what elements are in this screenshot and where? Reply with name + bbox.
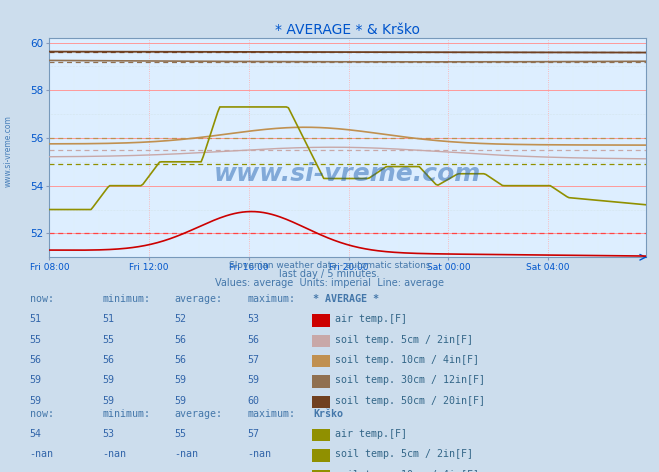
Text: -nan: -nan xyxy=(247,470,271,472)
Text: maximum:: maximum: xyxy=(247,294,295,304)
Text: 54: 54 xyxy=(30,429,42,439)
Text: 59: 59 xyxy=(30,396,42,405)
Text: 60: 60 xyxy=(247,396,259,405)
Text: 53: 53 xyxy=(102,429,114,439)
Text: -nan: -nan xyxy=(247,449,271,459)
Text: -nan: -nan xyxy=(175,449,198,459)
Text: 57: 57 xyxy=(247,355,259,365)
Text: 55: 55 xyxy=(102,335,114,345)
Text: average:: average: xyxy=(175,409,223,419)
Text: Slovenian weather data - automatic stations: Slovenian weather data - automatic stati… xyxy=(229,261,430,270)
Text: 56: 56 xyxy=(175,335,186,345)
Text: now:: now: xyxy=(30,294,53,304)
Text: 53: 53 xyxy=(247,314,259,324)
Text: soil temp. 5cm / 2in[F]: soil temp. 5cm / 2in[F] xyxy=(335,335,473,345)
Text: 59: 59 xyxy=(102,396,114,405)
Text: -nan: -nan xyxy=(30,449,53,459)
Text: average:: average: xyxy=(175,294,223,304)
Text: 56: 56 xyxy=(102,355,114,365)
Text: soil temp. 10cm / 4in[F]: soil temp. 10cm / 4in[F] xyxy=(335,355,479,365)
Text: soil temp. 30cm / 12in[F]: soil temp. 30cm / 12in[F] xyxy=(335,375,485,385)
Text: soil temp. 5cm / 2in[F]: soil temp. 5cm / 2in[F] xyxy=(335,449,473,459)
Text: -nan: -nan xyxy=(102,449,126,459)
Text: 59: 59 xyxy=(102,375,114,385)
Text: 51: 51 xyxy=(30,314,42,324)
Text: 55: 55 xyxy=(30,335,42,345)
Text: air temp.[F]: air temp.[F] xyxy=(335,429,407,439)
Text: 55: 55 xyxy=(175,429,186,439)
Text: 56: 56 xyxy=(175,355,186,365)
Text: 57: 57 xyxy=(247,429,259,439)
Text: 56: 56 xyxy=(30,355,42,365)
Text: 59: 59 xyxy=(30,375,42,385)
Text: air temp.[F]: air temp.[F] xyxy=(335,314,407,324)
Text: -nan: -nan xyxy=(102,470,126,472)
Text: now:: now: xyxy=(30,409,53,419)
Text: www.si-vreme.com: www.si-vreme.com xyxy=(4,115,13,187)
Text: maximum:: maximum: xyxy=(247,409,295,419)
Text: 51: 51 xyxy=(102,314,114,324)
Text: 59: 59 xyxy=(247,375,259,385)
Text: * AVERAGE *: * AVERAGE * xyxy=(313,294,379,304)
Text: soil temp. 10cm / 4in[F]: soil temp. 10cm / 4in[F] xyxy=(335,470,479,472)
Text: 52: 52 xyxy=(175,314,186,324)
Text: 56: 56 xyxy=(247,335,259,345)
Text: soil temp. 50cm / 20in[F]: soil temp. 50cm / 20in[F] xyxy=(335,396,485,405)
Title: * AVERAGE * & Krško: * AVERAGE * & Krško xyxy=(275,23,420,37)
Text: 59: 59 xyxy=(175,396,186,405)
Text: Values: average  Units: imperial  Line: average: Values: average Units: imperial Line: av… xyxy=(215,278,444,288)
Text: 59: 59 xyxy=(175,375,186,385)
Text: -nan: -nan xyxy=(175,470,198,472)
Text: minimum:: minimum: xyxy=(102,294,150,304)
Text: -nan: -nan xyxy=(30,470,53,472)
Text: Krško: Krško xyxy=(313,409,343,419)
Text: minimum:: minimum: xyxy=(102,409,150,419)
Text: www.si-vreme.com: www.si-vreme.com xyxy=(214,162,481,186)
Text: last day / 5 minutes.: last day / 5 minutes. xyxy=(279,269,380,279)
